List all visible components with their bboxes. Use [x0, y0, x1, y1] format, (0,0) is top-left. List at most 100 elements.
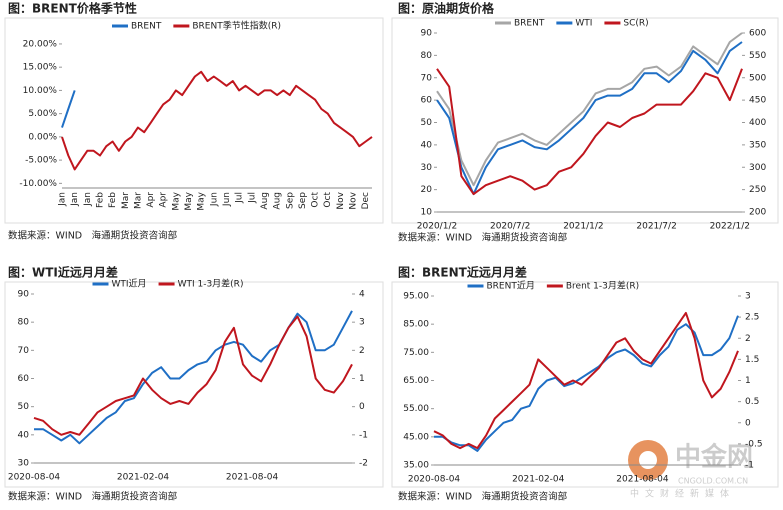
x-tick-label: Nov — [349, 191, 359, 209]
panel-frame — [391, 17, 779, 224]
y-tick-label: 80 — [18, 318, 30, 328]
x-tick-label: 2021-08-04 — [616, 475, 669, 485]
y-tick-label: 35.00 — [403, 461, 429, 471]
x-tick-label: Dec — [361, 192, 371, 209]
x-tick-label: Oct — [311, 192, 321, 208]
x-tick-label: 2020-08-04 — [8, 473, 61, 483]
x-tick-label: Mar — [133, 192, 143, 209]
x-tick-label: Sep — [285, 192, 295, 209]
y-tick-label: 15.00% — [23, 63, 58, 73]
y-tick-label: 60 — [421, 96, 433, 106]
y-tick-label: 20.00% — [23, 39, 58, 49]
y-tick-label: 65.00 — [403, 376, 429, 386]
y2-tick-label: 200 — [749, 208, 766, 218]
y2-tick-label: 3 — [359, 318, 365, 328]
legend-label: Brent 1-3月差(R) — [566, 280, 639, 292]
x-tick-label: Jan — [58, 192, 68, 207]
legend-label: SC(R) — [623, 19, 648, 29]
y2-tick-label: 300 — [749, 163, 766, 173]
x-tick-label: Aug — [273, 192, 283, 210]
y-tick-label: 50 — [421, 118, 433, 128]
y2-tick-label: 500 — [749, 73, 766, 83]
y2-tick-label: 0 — [745, 418, 751, 428]
watermark-tagline: 中文财经新媒体 — [630, 488, 735, 500]
y-tick-label: 10 — [421, 208, 433, 218]
x-tick-label: May — [184, 191, 194, 210]
x-tick-label: May — [197, 191, 207, 210]
series-line — [34, 310, 353, 445]
y-tick-label: 70 — [18, 346, 30, 356]
x-tick-label: 2020/7/2 — [490, 222, 530, 232]
y2-tick-label: 2 — [745, 334, 751, 344]
y-tick-label: -10.00% — [19, 179, 57, 189]
series-line — [61, 90, 76, 128]
legend-label: BRENT — [514, 19, 545, 29]
x-tick-label: Feb — [95, 192, 105, 208]
y-tick-label: 20 — [421, 185, 433, 195]
series-line — [436, 68, 743, 196]
watermark-url: CNGOLD.COM.CN — [678, 477, 748, 486]
y2-tick-label: 0.5 — [745, 397, 759, 407]
y2-tick-label: 250 — [749, 185, 766, 195]
legend-label: WTI — [575, 19, 592, 29]
y-tick-label: 60 — [18, 374, 30, 384]
legend-label: BRENT季节性指数(R) — [192, 20, 281, 32]
watermark-logo — [639, 451, 657, 469]
x-tick-label: 2021-02-04 — [117, 473, 170, 483]
series-line — [434, 315, 739, 452]
x-tick-label: 2020-08-04 — [408, 475, 461, 485]
x-tick-label: Jun — [222, 192, 232, 207]
y2-tick-label: 600 — [749, 29, 766, 39]
y2-tick-label: 0 — [359, 402, 365, 412]
x-tick-label: 2021/1/2 — [563, 222, 603, 232]
x-tick-label: Apr — [159, 192, 169, 208]
x-tick-label: Aug — [260, 192, 270, 210]
y-tick-label: 5.00% — [28, 109, 57, 119]
y2-tick-label: 2.5 — [745, 313, 759, 323]
y-tick-label: 30 — [421, 163, 433, 173]
y2-tick-label: -1 — [359, 430, 368, 440]
chart-title: 图：WTI近远月月差 — [8, 265, 118, 280]
x-tick-label: Mar — [121, 192, 131, 209]
y-tick-label: 95.00 — [403, 292, 429, 302]
series-line — [436, 32, 743, 187]
legend-label: BRENT — [131, 22, 162, 32]
y-tick-label: 30 — [18, 459, 30, 469]
series-line — [436, 41, 743, 196]
y-tick-label: 40 — [18, 430, 30, 440]
legend-label: BRENT近月 — [487, 280, 535, 292]
panel-frame — [391, 281, 779, 488]
panel-frame — [4, 17, 384, 224]
source-note: 数据来源：WIND 海通期货投资咨询部 — [8, 230, 177, 242]
series-line — [61, 70, 373, 171]
y-tick-label: 90 — [18, 290, 30, 300]
y2-tick-label: 550 — [749, 51, 766, 61]
x-tick-label: Jul — [247, 192, 257, 204]
y-tick-label: 85.00 — [403, 320, 429, 330]
y2-tick-label: 1.5 — [745, 355, 759, 365]
source-note: 数据来源：WIND 海通期货投资咨询部 — [398, 491, 567, 503]
x-tick-label: 2022/1/2 — [710, 222, 750, 232]
x-tick-label: Feb — [108, 192, 118, 208]
y2-tick-label: 1 — [359, 374, 365, 384]
y2-tick-label: 2 — [359, 346, 365, 356]
y-tick-label: -5.00% — [25, 156, 57, 166]
series-line — [33, 315, 353, 436]
y2-tick-label: 400 — [749, 118, 766, 128]
panel-frame — [4, 281, 384, 488]
y2-tick-label: 4 — [359, 290, 365, 300]
y2-tick-label: 1 — [745, 376, 751, 386]
chart-title: 图：原油期货价格 — [398, 1, 495, 16]
y-tick-label: 75.00 — [403, 348, 429, 358]
x-tick-label: Jan — [83, 192, 93, 207]
x-tick-label: Nov — [336, 191, 346, 209]
x-tick-label: Oct — [323, 192, 333, 208]
y2-tick-label: 3 — [745, 292, 751, 302]
x-tick-label: Jul — [235, 192, 245, 204]
y2-tick-label: 350 — [749, 140, 766, 150]
y-tick-label: 70 — [421, 73, 433, 83]
y2-tick-label: 450 — [749, 96, 766, 106]
y-tick-label: 55.00 — [403, 404, 429, 414]
y2-tick-label: -0.5 — [745, 439, 763, 449]
